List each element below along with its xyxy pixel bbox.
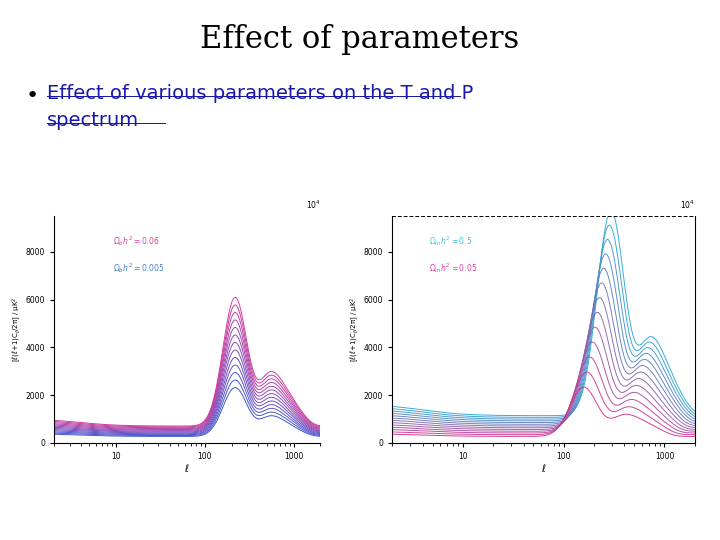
Text: $10^4$: $10^4$ (305, 199, 320, 212)
Text: $\Omega_b h^2=0.06$: $\Omega_b h^2=0.06$ (112, 234, 159, 248)
Text: $\Omega_b h^2=0.005$: $\Omega_b h^2=0.005$ (112, 261, 164, 275)
X-axis label: $\ell$: $\ell$ (184, 462, 190, 474)
Text: Effect of parameters: Effect of parameters (200, 24, 520, 55)
Y-axis label: [ℓ(ℓ+1)C$_\ell$/2π] / μK$^2$: [ℓ(ℓ+1)C$_\ell$/2π] / μK$^2$ (348, 296, 361, 362)
Text: •: • (25, 86, 38, 106)
Text: spectrum: spectrum (47, 111, 139, 130)
X-axis label: $\ell$: $\ell$ (541, 462, 546, 474)
Text: $\Omega_m h^2=0.5$: $\Omega_m h^2=0.5$ (428, 234, 472, 248)
Text: Effect of various parameters on the T and P: Effect of various parameters on the T an… (47, 84, 473, 103)
Text: $10^4$: $10^4$ (680, 199, 695, 212)
Y-axis label: [ℓ(ℓ+1)C$_\ell$/2π] / μK$^2$: [ℓ(ℓ+1)C$_\ell$/2π] / μK$^2$ (10, 296, 23, 362)
Text: $\Omega_m h^2=0.05$: $\Omega_m h^2=0.05$ (428, 261, 477, 275)
